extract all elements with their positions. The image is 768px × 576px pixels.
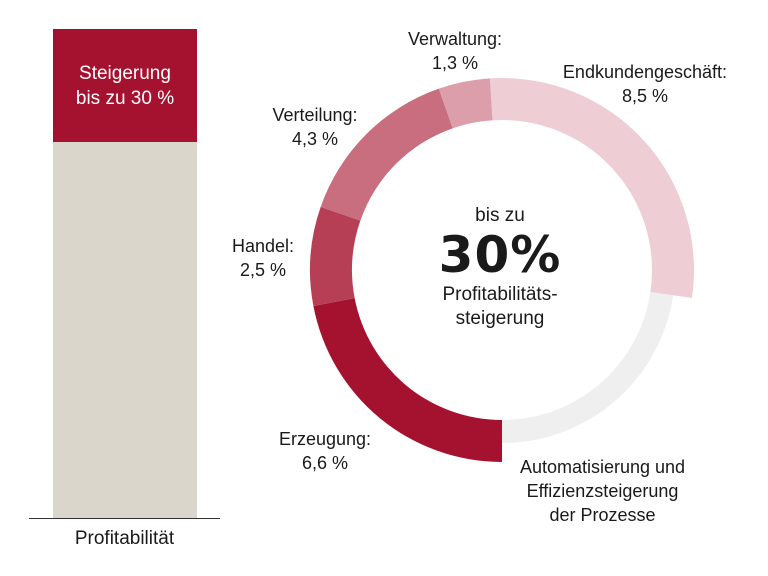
- track-label-line3: der Prozesse: [549, 505, 656, 525]
- slice-label-verwaltung: Verwaltung: 1,3 %: [385, 27, 525, 75]
- center-prefix: bis zu: [475, 205, 525, 226]
- bar-increase-label-line1: Steigerung: [79, 62, 171, 84]
- slice-label-handel: Handel: 2,5 %: [208, 234, 318, 282]
- track-label: Automatisierung und Effizienzsteigerung …: [495, 455, 710, 527]
- slice-label-name: Verwaltung:: [407, 29, 503, 49]
- bar-segment-base: [53, 142, 197, 518]
- profitability-bar-chart: Steigerung bis zu 30 % Profitabilität: [0, 0, 240, 576]
- donut-slice-verwaltung: [438, 78, 493, 129]
- center-value: 30%: [438, 226, 562, 284]
- slice-label-value: 6,6 %: [301, 453, 349, 473]
- donut-slice-endkundengeschft: [489, 78, 695, 299]
- slice-label-name: Endkundengeschäft:: [562, 62, 728, 82]
- slice-label-value: 8,5 %: [621, 86, 669, 106]
- slice-label-verteilung: Verteilung: 4,3 %: [250, 103, 380, 151]
- bar-increase-label-line2: bis zu 30 %: [75, 87, 175, 109]
- slice-label-endkundengeschaeft: Endkundengeschäft: 8,5 %: [545, 60, 745, 108]
- track-label-line2: Effizienzsteigerung: [526, 481, 679, 501]
- bar-segment-increase: Steigerung bis zu 30 %: [53, 29, 197, 142]
- donut-center-text: bis zu 30% Profitabilitäts- steigerung: [400, 205, 600, 331]
- slice-label-name: Handel:: [231, 236, 295, 256]
- slice-label-erzeugung: Erzeugung: 6,6 %: [250, 427, 400, 475]
- slice-label-value: 2,5 %: [239, 260, 287, 280]
- slice-label-value: 1,3 %: [431, 53, 479, 73]
- bar-baseline: [29, 518, 220, 519]
- donut-slice-verteilung: [320, 88, 453, 221]
- track-label-line1: Automatisierung und: [519, 457, 686, 477]
- bar-axis-label: Profitabilität: [74, 528, 175, 549]
- slice-label-value: 4,3 %: [291, 129, 339, 149]
- slice-label-name: Erzeugung:: [278, 429, 372, 449]
- center-caption-line2: steigerung: [455, 308, 545, 329]
- center-caption-line1: Profitabilitäts-: [442, 284, 558, 305]
- donut-slice-erzeugung: [313, 298, 502, 462]
- slice-label-name: Verteilung:: [272, 105, 358, 125]
- donut-slice-handel: [310, 206, 361, 306]
